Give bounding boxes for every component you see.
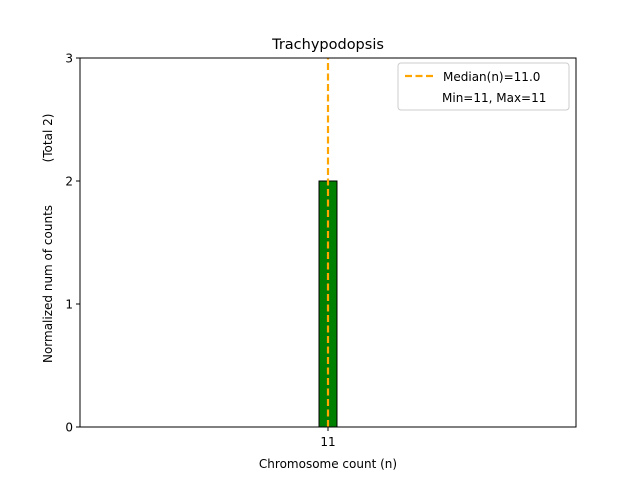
y-axis: 0 1 2 3 (65, 52, 80, 435)
plot-area (318, 58, 338, 428)
y-tick-label: 3 (65, 52, 73, 66)
y-tick-label: 1 (65, 298, 73, 312)
x-tick-label: 11 (320, 435, 335, 449)
y-tick-label: 2 (65, 175, 73, 189)
legend-box (397, 62, 570, 111)
legend: Median(n)=11.0 Min=11, Max=11 (397, 62, 570, 111)
legend-median-label: Median(n)=11.0 (443, 70, 540, 84)
chart-title: Trachypodopsis (271, 37, 384, 53)
y-tick-label: 0 (65, 421, 73, 435)
legend-minmax-label: Min=11, Max=11 (442, 91, 546, 105)
x-axis: 11 (320, 427, 336, 449)
x-axis-label: Chromosome count (n) (259, 457, 397, 471)
y-axis-total-label: (Total 2) (41, 114, 55, 163)
y-axis-label: Normalized num of counts (41, 205, 55, 363)
